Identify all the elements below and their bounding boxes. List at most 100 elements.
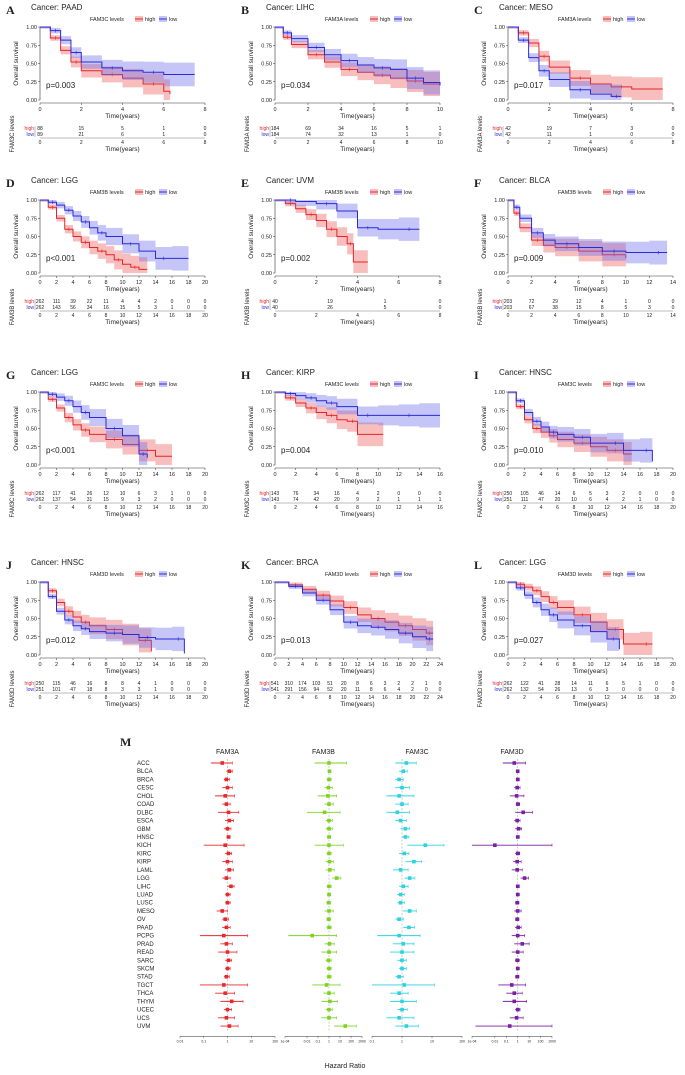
ci-cap	[333, 802, 334, 806]
x-tick-label: 6	[556, 662, 559, 668]
y-tick-label: 0.25	[261, 80, 272, 86]
hr-point	[327, 966, 331, 971]
x-tick-label: 8	[328, 662, 331, 668]
hr-point	[326, 917, 331, 921]
ci-band-low	[275, 200, 420, 243]
x-tick-label: 10	[341, 662, 347, 668]
risk-x-tick-label: 4	[72, 695, 75, 701]
hr-point	[403, 835, 408, 839]
hr-point	[397, 1016, 401, 1020]
ci-cap	[409, 827, 410, 831]
risk-x-axis-label: Time(years)	[105, 701, 139, 708]
risk-x-tick-label: 6	[162, 140, 165, 146]
risk-row-label-high: high	[260, 299, 270, 305]
ci-cap	[519, 802, 521, 806]
risk-x-tick-label: 14	[153, 313, 159, 319]
x-tick-label: 4	[356, 280, 359, 286]
legend-label-high: high	[145, 190, 155, 196]
ci-cap	[523, 794, 525, 798]
x-tick-label: 14	[670, 280, 676, 286]
y-tick-label: 0.00	[261, 271, 272, 277]
hr-point	[395, 810, 400, 815]
y-axis-label: Overall survival	[13, 406, 20, 451]
ci-cap	[520, 925, 522, 929]
cancer-label: LUSC	[137, 901, 154, 907]
risk-count-high: 15	[78, 126, 84, 132]
risk-count-high: 40	[272, 299, 278, 305]
x-axis-label: Time(years)	[340, 478, 374, 485]
risk-x-tick-label: 8	[406, 140, 409, 146]
ci-cap	[406, 769, 408, 773]
legend-label-high: high	[145, 572, 155, 578]
risk-x-tick-label: 6	[373, 140, 376, 146]
y-tick-label: 0.00	[26, 653, 37, 659]
legend-title: FAM3A levels	[325, 17, 359, 23]
hr-point	[404, 1024, 409, 1028]
y-tick-label: 0.75	[26, 43, 37, 49]
ci-cap	[237, 1024, 239, 1028]
ci-cap	[337, 999, 338, 1003]
risk-count-high: 3	[384, 681, 387, 687]
risk-count-high: 1	[639, 681, 642, 687]
ci-cap	[519, 786, 521, 790]
risk-x-tick-label: 10	[341, 695, 347, 701]
y-axis-label: Overall survival	[481, 406, 488, 451]
risk-count-low: 0	[672, 497, 675, 503]
risk-count-high: 5	[589, 491, 592, 497]
cancer-label: COAD	[137, 802, 155, 808]
ci-cap	[520, 909, 522, 913]
risk-count-high: 0	[672, 491, 675, 497]
risk-count-high: 3	[606, 491, 609, 497]
hr-point	[326, 785, 331, 790]
hr-point	[400, 802, 404, 806]
forest-x-tick-label: 0.01	[177, 1039, 184, 1043]
y-tick-label: 1.00	[261, 198, 272, 204]
ci-cap	[228, 917, 229, 921]
x-tick-label: 0	[38, 472, 41, 478]
x-tick-label: 10	[119, 472, 125, 478]
hr-point	[226, 810, 231, 815]
ci-cap	[443, 843, 445, 847]
risk-count-high: 39	[70, 299, 76, 305]
y-tick-label: 0.75	[261, 216, 272, 222]
risk-count-high: 0	[639, 491, 642, 497]
ci-cap	[521, 991, 523, 995]
hr-point	[515, 777, 520, 782]
y-tick-label: 0.50	[26, 427, 37, 433]
hr-point	[327, 761, 331, 765]
hr-point	[515, 950, 520, 954]
ci-cap	[333, 991, 335, 995]
x-tick-label: 4	[589, 107, 592, 113]
ci-cap	[333, 909, 334, 913]
x-tick-label: 4	[315, 472, 318, 478]
hr-point	[225, 966, 230, 971]
x-tick-label: 2	[548, 107, 551, 113]
risk-count-low: 251	[504, 497, 513, 503]
risk-x-tick-label: 6	[556, 695, 559, 701]
risk-x-tick-label: 10	[623, 313, 629, 319]
ci-cap	[518, 917, 520, 921]
legend-label-low: low	[169, 382, 177, 388]
risk-count-low: 6	[589, 687, 592, 693]
ci-cap	[339, 983, 341, 987]
risk-x-tick-label: 24	[437, 695, 443, 701]
hr-point	[514, 1016, 519, 1020]
y-tick-label: 0.25	[26, 253, 37, 259]
risk-count-high: 3	[154, 491, 157, 497]
hr-point	[515, 974, 519, 979]
hr-point	[515, 900, 519, 905]
hr-point	[514, 794, 519, 798]
ci-cap	[525, 761, 527, 765]
risk-count-low: 13	[571, 687, 577, 693]
risk-x-tick-label: 2	[55, 505, 58, 511]
x-tick-label: 6	[335, 472, 338, 478]
ci-cap	[229, 777, 230, 781]
x-tick-label: 20	[202, 472, 208, 478]
risk-count-high: 5	[406, 126, 409, 132]
risk-x-tick-label: 10	[588, 695, 594, 701]
ci-cap	[519, 1008, 521, 1012]
x-tick-label: 6	[88, 280, 91, 286]
ci-cap	[408, 851, 410, 855]
risk-x-tick-label: 6	[88, 313, 91, 319]
risk-count-high: 0	[204, 126, 207, 132]
